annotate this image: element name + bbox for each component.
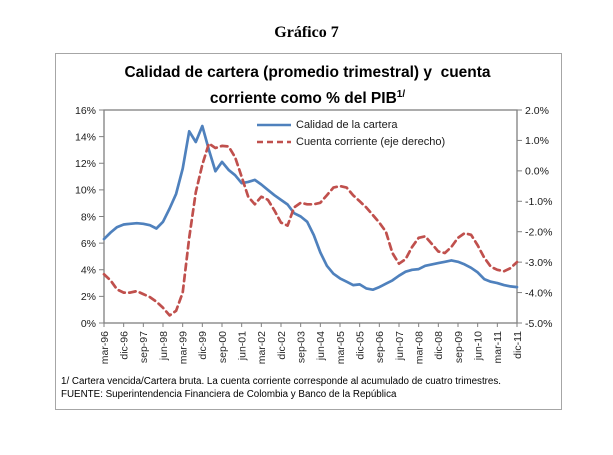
legend-label-cuenta: Cuenta corriente (eje derecho) bbox=[296, 136, 446, 148]
x-tick-label: sep-09 bbox=[453, 331, 465, 363]
x-tick-label: dic-08 bbox=[433, 331, 445, 360]
calidad-line bbox=[102, 124, 519, 292]
x-tick-label: sep-00 bbox=[217, 331, 229, 363]
y-left-tick-label: 16% bbox=[75, 105, 96, 117]
y-left-tick-label: 6% bbox=[81, 238, 96, 250]
y-right-tick-label: -2.0% bbox=[525, 227, 552, 239]
x-tick-label: mar-05 bbox=[335, 331, 347, 364]
x-tick-label: sep-03 bbox=[295, 331, 307, 363]
y-right-tick-label: 1.0% bbox=[525, 135, 549, 147]
y-left-tick-label: 14% bbox=[75, 131, 96, 143]
x-tick-label: jun-10 bbox=[472, 331, 484, 361]
footnote-definition: 1/ Cartera vencida/Cartera bruta. La cue… bbox=[61, 376, 501, 387]
x-tick-label: sep-06 bbox=[374, 331, 386, 363]
y-left-tick-label: 12% bbox=[75, 158, 96, 170]
chart-legend: Calidad de la cartera Cuenta corriente (… bbox=[256, 118, 445, 149]
x-tick-label: mar-99 bbox=[177, 331, 189, 364]
y-left-tick-label: 0% bbox=[81, 318, 96, 330]
x-tick-label: jun-04 bbox=[315, 331, 327, 361]
figure-number-title: Gráfico 7 bbox=[274, 24, 339, 41]
x-tick-label: mar-08 bbox=[413, 331, 425, 364]
x-tick-label: dic-05 bbox=[354, 331, 366, 360]
x-tick-label: jun-98 bbox=[158, 331, 170, 361]
chart-title-line2: corriente como % del PIB bbox=[209, 90, 397, 108]
x-tick-label: dic-11 bbox=[512, 331, 524, 359]
y-right-tick-label: -5.0% bbox=[525, 318, 552, 330]
y-right-tick-label: 2.0% bbox=[525, 105, 549, 117]
y-right-tick-label: -1.0% bbox=[525, 196, 552, 208]
y-right-tick-label: -4.0% bbox=[525, 287, 552, 299]
legend-label-calidad: Calidad de la cartera bbox=[296, 119, 398, 131]
chart-title-line1: Calidad de cartera (promedio trimestral)… bbox=[124, 64, 491, 81]
legend-line-dashed-icon bbox=[257, 140, 291, 144]
x-tick-label: mar-11 bbox=[492, 331, 504, 364]
y-right-tick-label: 0.0% bbox=[525, 166, 549, 178]
y-left-tick-label: 8% bbox=[81, 211, 96, 223]
y-left-tick-label: 4% bbox=[81, 265, 96, 277]
legend-line-solid-icon bbox=[257, 123, 291, 127]
x-tick-label: mar-02 bbox=[256, 331, 268, 364]
y-right-tick-label: -3.0% bbox=[525, 257, 552, 269]
chart-frame bbox=[55, 53, 562, 410]
x-tick-label: mar-96 bbox=[99, 331, 111, 364]
legend-item-cuenta: Cuenta corriente (eje derecho) bbox=[256, 135, 445, 149]
chart-title-footnote-marker: 1/ bbox=[396, 89, 406, 100]
x-tick-label: dic-99 bbox=[197, 331, 209, 360]
x-tick-label: jun-07 bbox=[394, 331, 406, 361]
chart-title: Calidad de cartera (promedio trimestral)… bbox=[55, 62, 560, 110]
x-tick-label: sep-97 bbox=[138, 331, 150, 363]
y-left-tick-label: 10% bbox=[75, 185, 96, 197]
legend-item-calidad: Calidad de la cartera bbox=[256, 118, 445, 132]
x-tick-label: dic-02 bbox=[276, 331, 288, 360]
x-tick-label: jun-01 bbox=[236, 331, 248, 361]
y-left-tick-label: 2% bbox=[81, 291, 96, 303]
cuenta-corriente-line bbox=[102, 142, 519, 317]
x-tick-label: dic-96 bbox=[118, 331, 130, 360]
footnote-source: FUENTE: Superintendencia Financiera de C… bbox=[61, 389, 397, 400]
